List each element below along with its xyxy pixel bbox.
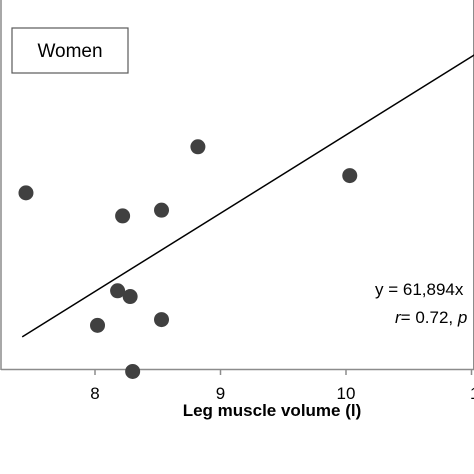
x-ticks	[94, 369, 473, 375]
x-tick-label: 1	[470, 384, 474, 403]
trendline	[21, 54, 474, 338]
data-point	[110, 283, 126, 299]
r-symbol: r	[395, 308, 402, 327]
data-point	[90, 317, 106, 333]
data-point	[122, 289, 138, 305]
regression-equation: y = 61,894x	[375, 280, 464, 299]
x-tick-label: 9	[216, 384, 225, 403]
r-value: = 0.72,	[401, 308, 458, 327]
x-tick-labels: 8 9 10 1	[90, 384, 474, 403]
data-points	[18, 139, 358, 379]
x-tick-label: 8	[90, 384, 99, 403]
legend-label: Women	[37, 41, 102, 62]
trendline-group	[21, 54, 474, 338]
data-point	[18, 185, 34, 201]
data-point	[342, 168, 358, 184]
correlation-stats: r= 0.72, p	[395, 308, 467, 327]
data-point	[125, 363, 141, 379]
data-point	[154, 312, 170, 328]
legend-frame	[11, 27, 129, 74]
legend-box: Women	[11, 27, 129, 74]
data-point	[115, 208, 131, 224]
data-point	[190, 139, 206, 155]
x-tick-label: 10	[337, 384, 356, 403]
x-axis-title: Leg muscle volume (l)	[183, 401, 362, 420]
p-symbol: p	[457, 308, 467, 327]
data-point	[154, 202, 170, 218]
